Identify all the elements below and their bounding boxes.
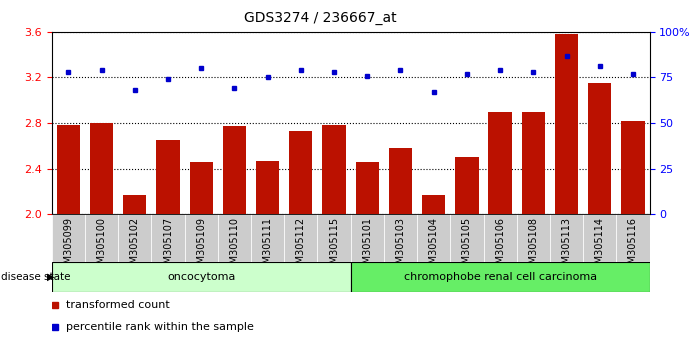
Text: GSM305115: GSM305115 [329,217,339,276]
Bar [583,214,616,262]
Bar [517,214,550,262]
Bar [151,214,184,262]
Text: GSM305111: GSM305111 [263,217,273,275]
Text: GSM305105: GSM305105 [462,217,472,276]
Bar [323,125,346,214]
Bar [251,214,284,262]
Bar [123,195,146,214]
Text: chromophobe renal cell carcinoma: chromophobe renal cell carcinoma [404,272,596,282]
Bar [256,161,279,214]
Text: GSM305110: GSM305110 [229,217,240,275]
Text: ▶: ▶ [47,272,55,282]
Bar [223,126,246,214]
Text: GSM305109: GSM305109 [196,217,206,275]
Bar [484,214,517,262]
Text: GSM305113: GSM305113 [562,217,571,275]
Text: GSM305099: GSM305099 [64,217,73,275]
Bar [290,131,312,214]
Text: GSM305100: GSM305100 [97,217,106,275]
Bar [417,214,451,262]
Bar [621,121,645,214]
Bar [356,162,379,214]
Text: transformed count: transformed count [66,300,170,310]
Bar [317,214,350,262]
Text: GSM305116: GSM305116 [628,217,638,275]
Bar [522,112,545,214]
Bar [389,148,412,214]
Text: GSM305102: GSM305102 [130,217,140,276]
Bar [85,214,118,262]
Bar [489,112,512,214]
Text: oncocytoma: oncocytoma [167,272,236,282]
Bar [555,34,578,214]
Text: GSM305107: GSM305107 [163,217,173,276]
Bar [588,83,612,214]
Text: GSM305114: GSM305114 [595,217,605,275]
Bar [550,214,583,262]
Bar [350,262,650,292]
Text: GSM305112: GSM305112 [296,217,306,276]
Text: GSM305103: GSM305103 [395,217,406,275]
Bar [284,214,317,262]
Text: disease state: disease state [1,272,71,282]
Bar [451,214,484,262]
Text: GDS3274 / 236667_at: GDS3274 / 236667_at [245,11,397,25]
Bar [118,214,151,262]
Bar [218,214,251,262]
Bar [52,214,85,262]
Text: GSM305106: GSM305106 [495,217,505,275]
Bar [189,162,213,214]
Bar [156,140,180,214]
Text: GSM305101: GSM305101 [362,217,372,275]
Text: GSM305104: GSM305104 [428,217,439,275]
Bar [52,262,350,292]
Bar [422,195,445,214]
Bar [350,214,384,262]
Bar [184,214,218,262]
Bar [384,214,417,262]
Bar [90,123,113,214]
Bar [455,157,479,214]
Bar [57,125,80,214]
Text: percentile rank within the sample: percentile rank within the sample [66,322,254,332]
Bar [616,214,650,262]
Text: GSM305108: GSM305108 [529,217,538,275]
